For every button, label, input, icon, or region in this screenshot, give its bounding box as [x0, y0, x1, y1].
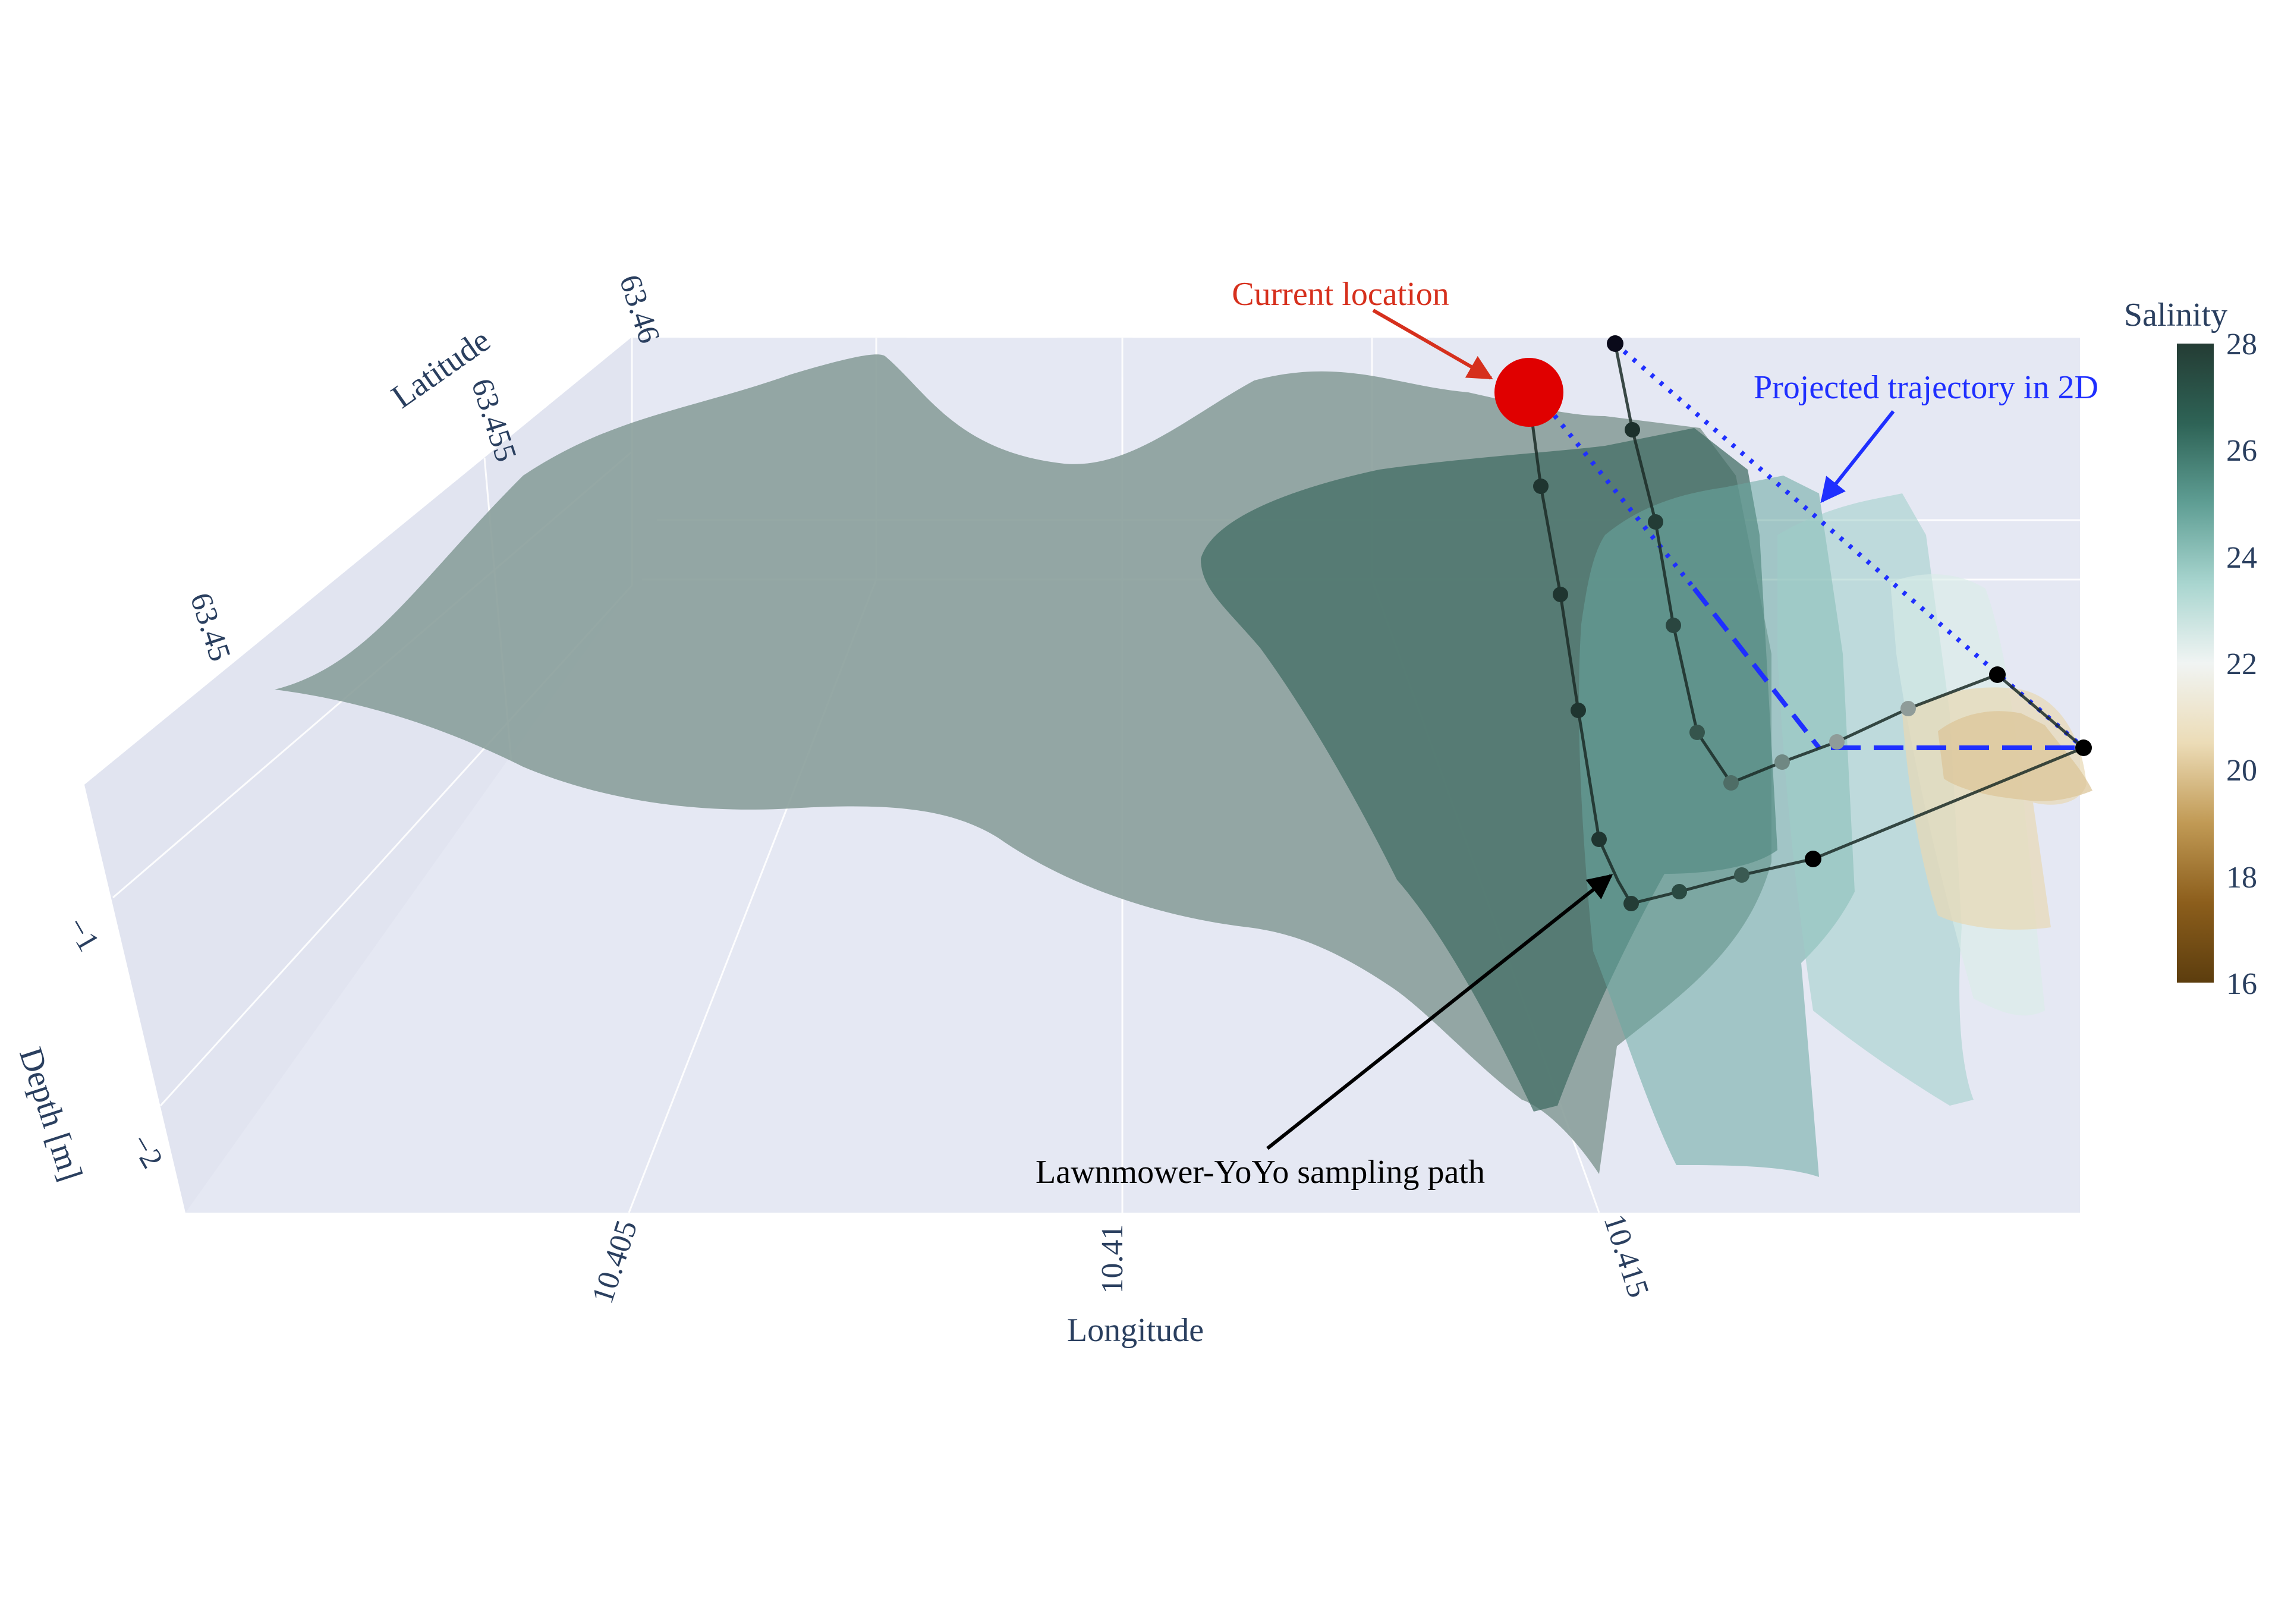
salinity-surfaces — [275, 354, 2092, 1177]
z-tick-label: −1 — [60, 912, 106, 957]
path-point — [1571, 703, 1586, 718]
x-tick-label: 10.41 — [1096, 1225, 1129, 1294]
path-point — [1723, 775, 1739, 791]
path-point — [1734, 867, 1749, 883]
y-tick-label: 63.455 — [464, 374, 523, 466]
path-point — [1533, 479, 1549, 494]
salinity-surface-tan — [1938, 711, 2092, 801]
path-point — [1591, 832, 1607, 847]
projected-trajectory — [1537, 341, 2085, 750]
colorbar-tick: 26 — [2226, 434, 2257, 468]
path-point — [2075, 739, 2092, 756]
annotation-arrows — [1266, 309, 1895, 1150]
x-tick-label: 10.405 — [586, 1216, 644, 1308]
colorbar-tick: 16 — [2226, 967, 2257, 1001]
path-point — [1900, 701, 1916, 716]
path-point — [1607, 335, 1623, 352]
colorbar-tick: 24 — [2226, 541, 2257, 575]
path-point — [1829, 734, 1845, 750]
projected-trajectory-label: Projected trajectory in 2D — [1754, 369, 2098, 406]
projected-dotted-line — [1613, 341, 2085, 750]
colorbar-title: Salinity — [2124, 297, 2227, 333]
z-axis-title: Depth [m] — [12, 1043, 90, 1186]
projected-dotted-line — [1537, 395, 1697, 590]
path-point — [1989, 666, 2006, 683]
path-point — [1625, 422, 1640, 438]
path-arrow — [1266, 874, 1613, 1150]
path-point — [1672, 884, 1687, 899]
path-point — [1689, 725, 1705, 740]
colorbar-tick: 20 — [2226, 754, 2257, 788]
path-point — [1666, 618, 1681, 633]
colorbar-tick: 22 — [2226, 647, 2257, 681]
path-point — [1774, 754, 1790, 770]
projected-dashed-line — [1692, 587, 1821, 750]
path-point — [1805, 851, 1821, 867]
colorbar-tick: 28 — [2226, 328, 2257, 361]
current-location-marker — [1494, 358, 1563, 427]
colorbar-gradient — [2177, 344, 2214, 983]
projected-arrow — [1820, 410, 1895, 503]
z-tick-label: −2 — [124, 1129, 169, 1174]
x-axis-title: Longitude — [1067, 1312, 1204, 1349]
current-location-label: Current location — [1232, 276, 1449, 313]
colorbar: Salinity 28 26 24 22 20 18 16 — [2124, 297, 2257, 1001]
x-tick-label: 10.415 — [1597, 1210, 1655, 1302]
sampling-path-label: Lawnmower-YoYo sampling path — [1036, 1154, 1485, 1191]
y-tick-label: 63.46 — [613, 270, 666, 347]
current-location-arrow — [1372, 309, 1493, 380]
path-point — [1623, 896, 1639, 911]
path-point — [1648, 514, 1663, 530]
sampling-path — [1494, 335, 2092, 911]
y-tick-label: 63.45 — [184, 588, 237, 665]
colorbar-tick: 18 — [2226, 861, 2257, 895]
annotations: Current location Projected trajectory in… — [1036, 276, 2098, 1191]
path-point — [1553, 587, 1568, 602]
